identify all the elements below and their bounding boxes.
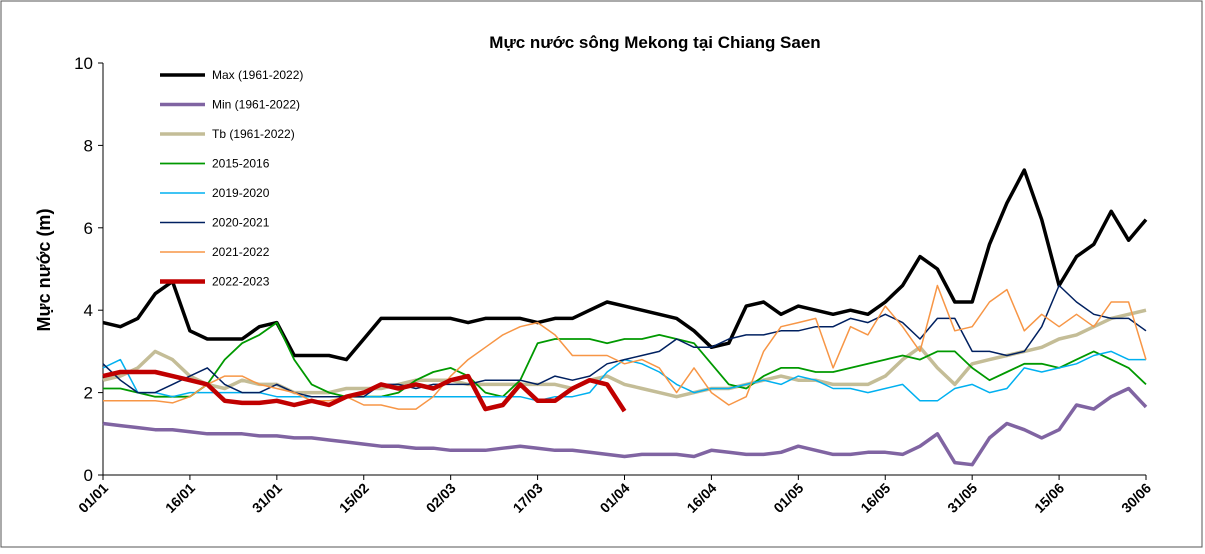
y-tick-label: 2 — [84, 384, 93, 403]
y-tick-label: 0 — [84, 466, 93, 485]
legend-label: 2022-2023 — [212, 275, 270, 289]
legend-label: Tb (1961-2022) — [212, 127, 295, 141]
series-line — [103, 321, 1147, 398]
y-tick-label: 4 — [84, 301, 93, 320]
legend-label: Min (1961-2022) — [212, 98, 300, 112]
legend-label: 2020-2021 — [212, 216, 270, 230]
legend-label: 2021-2022 — [212, 245, 270, 259]
series-line — [102, 284, 1147, 398]
y-tick-label: 6 — [84, 219, 93, 238]
series-line — [102, 369, 627, 413]
legend-label: Max (1961-2022) — [212, 68, 303, 82]
series-line — [103, 284, 1147, 410]
series-line — [102, 386, 1148, 467]
y-axis-label: Mực nước (m) — [34, 209, 54, 332]
legend-label: 2019-2020 — [212, 186, 270, 200]
chart-title: Mực nước sông Mekong tại Chiang Saen — [489, 33, 820, 52]
y-tick-label: 10 — [74, 54, 93, 73]
legend-label: 2015-2016 — [212, 157, 270, 171]
y-tick-label: 8 — [84, 136, 93, 155]
